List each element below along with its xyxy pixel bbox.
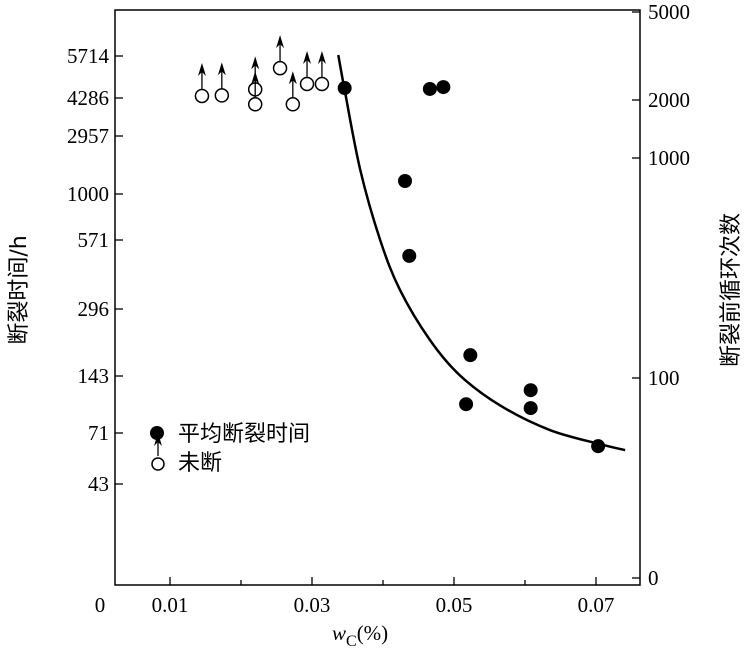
unbroken-point xyxy=(285,97,301,112)
legend-open-marker xyxy=(151,457,165,471)
unbroken-arrowhead-icon xyxy=(251,71,260,85)
left-tick-label: 43 xyxy=(88,472,109,496)
left-tick-label: 1000 xyxy=(67,182,109,206)
right-tick-label: 100 xyxy=(648,366,680,390)
unbroken-point xyxy=(194,88,210,104)
x-tick-label: 0.05 xyxy=(436,593,473,617)
average-break-point xyxy=(337,81,352,96)
legend-arrowhead-icon xyxy=(154,433,162,446)
unbroken-point xyxy=(299,76,315,92)
y-axis-right-label: 断裂前循环次数 xyxy=(719,213,744,367)
average-break-point xyxy=(422,81,437,96)
data-marks xyxy=(194,35,626,454)
left-tick-label: 5714 xyxy=(67,44,110,68)
right-tick-label: 0 xyxy=(648,566,659,590)
left-tick-label: 143 xyxy=(78,364,110,388)
average-break-point xyxy=(402,248,417,263)
legend-label-unbroken: 未断 xyxy=(178,451,222,476)
unbroken-point xyxy=(214,88,230,103)
average-break-point xyxy=(463,348,478,363)
legend-filled-marker xyxy=(150,426,164,440)
unbroken-arrowhead-icon xyxy=(197,62,206,76)
average-break-point xyxy=(591,439,606,454)
unbroken-arrowhead-icon xyxy=(288,71,297,85)
left-tick-label: 71 xyxy=(88,421,109,445)
unbroken-arrowhead-icon xyxy=(276,35,285,49)
unbroken-arrowhead-icon xyxy=(303,50,312,64)
average-break-point xyxy=(436,80,451,95)
x-axis-label: wC(%) xyxy=(332,621,388,650)
unbroken-arrowhead-icon xyxy=(217,62,226,76)
right-tick-label: 1000 xyxy=(648,146,690,170)
unbroken-point xyxy=(247,97,263,112)
axis-ticks: 0 0.01 0.03 0.05 0.0757144286295710005712961… xyxy=(67,0,690,617)
left-tick-label: 2957 xyxy=(67,124,109,148)
left-tick-label: 296 xyxy=(78,297,110,321)
legend: 平均断裂时间 未断 xyxy=(150,422,310,476)
right-tick-label: 5000 xyxy=(648,0,690,24)
left-tick-label: 571 xyxy=(78,228,110,252)
unbroken-arrowhead-icon xyxy=(251,56,260,70)
left-tick-label: 4286 xyxy=(67,86,109,110)
x-tick-label: 0.03 xyxy=(294,593,331,617)
right-tick-label: 2000 xyxy=(648,88,690,112)
unbroken-arrowhead-icon xyxy=(317,50,326,64)
average-break-point xyxy=(523,383,538,398)
x-tick-label: 0.07 xyxy=(578,593,615,617)
fit-curve xyxy=(337,54,626,452)
unbroken-point xyxy=(272,60,288,76)
average-break-point xyxy=(523,401,538,416)
y-axis-left-label: 断裂时间/h xyxy=(7,235,32,344)
average-break-point xyxy=(398,174,413,189)
legend-label-average: 平均断裂时间 xyxy=(178,422,310,447)
average-break-point xyxy=(459,397,474,412)
unbroken-point xyxy=(314,76,330,92)
x-tick-label: 0.01 xyxy=(152,593,189,617)
x-tick-label: 0 xyxy=(95,593,106,617)
plot-frame xyxy=(114,9,641,586)
